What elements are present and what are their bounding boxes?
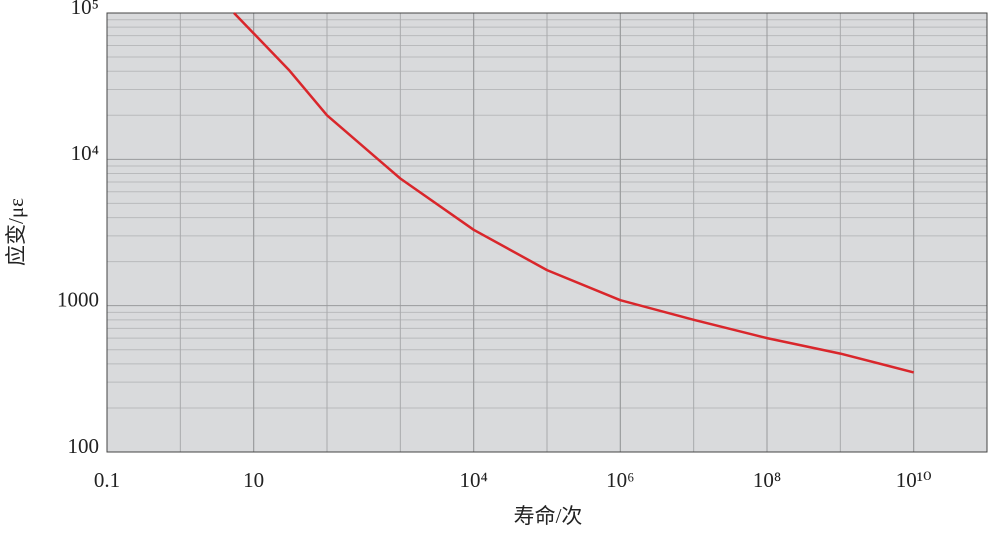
plot-frame: [106, 12, 988, 453]
x-tick-label: 10⁶: [606, 468, 634, 492]
y-tick-label: 10⁵: [71, 0, 99, 19]
x-tick-label: 0.1: [94, 468, 120, 492]
x-tick-label: 10¹⁰: [896, 468, 932, 492]
x-tick-label: 10: [243, 468, 264, 492]
y-axis-title: 应变/με: [4, 198, 28, 266]
y-tick-label: 100: [68, 434, 100, 458]
x-axis-title: 寿命/次: [514, 504, 583, 528]
data-line: [233, 12, 915, 374]
x-tick-label: 10⁴: [460, 468, 488, 492]
y-tick-label: 10⁴: [71, 141, 99, 165]
y-tick-label: 1000: [57, 287, 99, 311]
x-tick-label: 10⁸: [753, 468, 781, 492]
